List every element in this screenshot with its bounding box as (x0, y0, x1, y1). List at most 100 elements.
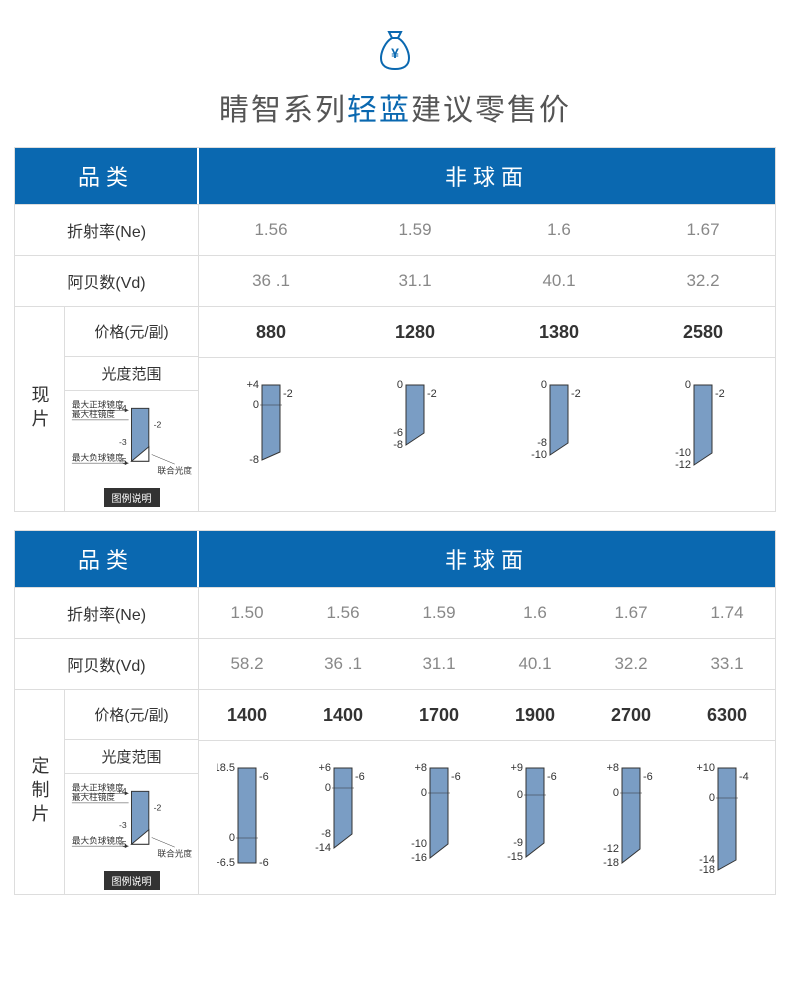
range-header: 光度范围 (65, 357, 198, 391)
svg-text:最大负球镜度: 最大负球镜度 (72, 834, 124, 845)
svg-text:-10: -10 (411, 838, 427, 850)
value-cell: 32.2 (583, 639, 679, 689)
svg-text:0: 0 (253, 399, 259, 411)
svg-text:联合光度: 联合光度 (157, 848, 192, 859)
price-cell: 1400 (295, 690, 391, 740)
value-cell: 1.6 (487, 588, 583, 638)
svg-text:-10: -10 (675, 447, 691, 459)
value-cell: 40.1 (487, 639, 583, 689)
legend-diagram: +4 -2 -3 -5 最大正球镜度 最大柱镜度 最大负球镜度 联合光度 图例说… (65, 391, 198, 511)
svg-text:+4: +4 (246, 379, 259, 391)
page-header: ¥ 睛智系列轻蓝建议零售价 (0, 0, 790, 147)
price-header: 价格(元/副) (65, 307, 198, 357)
data-row: 阿贝数(Vd) 36 .131.140.132.2 (15, 255, 775, 306)
svg-text:-14: -14 (315, 842, 331, 854)
svg-text:-6: -6 (259, 857, 269, 869)
range-chart: +18.50-6+6.5-6 (199, 741, 295, 894)
value-cell: 1.50 (199, 588, 295, 638)
svg-text:-9: -9 (513, 837, 523, 849)
svg-text:0: 0 (685, 379, 691, 391)
value-cell: 1.59 (343, 205, 487, 255)
price-cell: 880 (199, 307, 343, 357)
svg-text:-8: -8 (393, 439, 403, 451)
svg-text:-8: -8 (249, 454, 259, 466)
price-cell: 1900 (487, 690, 583, 740)
svg-text:0: 0 (229, 832, 235, 844)
value-cell: 31.1 (343, 256, 487, 306)
range-chart: 0-2-8-10 (487, 358, 631, 511)
value-cell: 33.1 (679, 639, 775, 689)
range-chart: 0 -2 -10-12 (631, 358, 775, 511)
data-row: 折射率(Ne) 1.561.591.61.67 (15, 204, 775, 255)
value-cell: 1.56 (199, 205, 343, 255)
svg-text:-6: -6 (451, 771, 461, 783)
range-header: 光度范围 (65, 740, 198, 774)
value-cell: 1.6 (487, 205, 631, 255)
svg-text:最大正球镜度: 最大正球镜度 (72, 398, 124, 409)
value-cell: 40.1 (487, 256, 631, 306)
value-cell: 1.56 (295, 588, 391, 638)
range-chart: +4 0 -2 -8 (199, 358, 343, 511)
range-chart: +80-6-12-18 (583, 741, 679, 894)
svg-text:-18: -18 (699, 864, 715, 876)
svg-text:最大负球镜度: 最大负球镜度 (72, 451, 124, 462)
svg-text:-6: -6 (259, 771, 269, 783)
range-chart: +8 0 -6 -10 -16 (391, 741, 487, 894)
svg-text:0: 0 (541, 379, 547, 391)
svg-text:-6: -6 (643, 771, 653, 783)
price-cell: 1280 (343, 307, 487, 357)
svg-text:¥: ¥ (391, 45, 399, 61)
legend-diagram: +4 -2 -3 -5 最大正球镜度 最大柱镜度 最大负球镜度 联合光度 图例说… (65, 774, 198, 894)
range-chart: +9 0 -6 -9 -15 (487, 741, 583, 894)
svg-text:-2: -2 (283, 388, 293, 400)
price-cell: 6300 (679, 690, 775, 740)
svg-text:-16: -16 (411, 852, 427, 864)
row-label: 折射率(Ne) (15, 205, 199, 255)
value-cell: 1.67 (631, 205, 775, 255)
header-type: 非球面 (199, 148, 775, 204)
side-label: 现片 (15, 307, 65, 511)
value-cell: 31.1 (391, 639, 487, 689)
data-row: 阿贝数(Vd) 58.236 .131.140.132.233.1 (15, 638, 775, 689)
svg-text:-10: -10 (531, 449, 547, 461)
svg-text:-18: -18 (603, 857, 619, 869)
svg-text:-12: -12 (603, 843, 619, 855)
range-chart: +100-4-14-18 (679, 741, 775, 894)
svg-text:-6: -6 (547, 771, 557, 783)
svg-text:最大正球镜度: 最大正球镜度 (72, 781, 124, 792)
svg-text:0: 0 (325, 782, 331, 794)
svg-text:-6: -6 (355, 771, 365, 783)
svg-text:0: 0 (421, 787, 427, 799)
svg-text:-15: -15 (507, 851, 523, 863)
svg-text:0: 0 (517, 789, 523, 801)
range-chart: 0-2-6-8 (343, 358, 487, 511)
value-cell: 32.2 (631, 256, 775, 306)
value-cell: 1.74 (679, 588, 775, 638)
price-cell: 1400 (199, 690, 295, 740)
price-cell: 1380 (487, 307, 631, 357)
header-category: 品类 (15, 531, 199, 587)
legend-label-badge: 图例说明 (104, 488, 160, 507)
value-cell: 58.2 (199, 639, 295, 689)
svg-text:+8: +8 (606, 762, 619, 774)
header-type: 非球面 (199, 531, 775, 587)
svg-text:-3: -3 (119, 820, 127, 830)
svg-text:+10: +10 (697, 762, 715, 774)
svg-text:最大柱镜度: 最大柱镜度 (72, 791, 116, 802)
svg-text:+18.5: +18.5 (217, 762, 235, 774)
price-header: 价格(元/副) (65, 690, 198, 740)
price-cell: 2580 (631, 307, 775, 357)
svg-text:-8: -8 (537, 437, 547, 449)
pricing-section: 品类 非球面 折射率(Ne) 1.561.591.61.67 阿贝数(Vd) 3… (14, 147, 776, 512)
price-cell: 2700 (583, 690, 679, 740)
svg-text:联合光度: 联合光度 (157, 465, 192, 476)
svg-text:+8: +8 (414, 762, 427, 774)
svg-text:-4: -4 (739, 771, 749, 783)
svg-text:0: 0 (397, 379, 403, 391)
svg-text:-2: -2 (715, 388, 725, 400)
side-label: 定制片 (15, 690, 65, 894)
svg-text:-2: -2 (154, 420, 162, 430)
svg-text:-12: -12 (675, 459, 691, 471)
range-chart: +60-6-8-14 (295, 741, 391, 894)
svg-text:+9: +9 (510, 762, 523, 774)
